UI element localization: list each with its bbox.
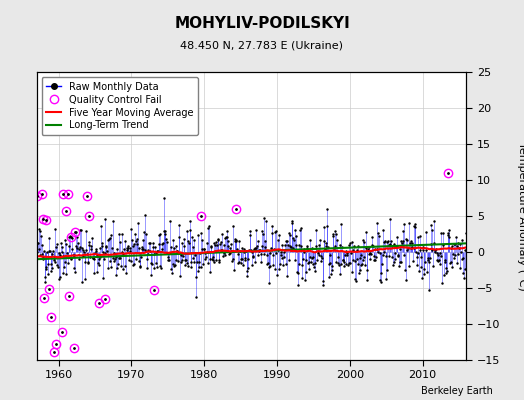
Legend: Raw Monthly Data, Quality Control Fail, Five Year Moving Average, Long-Term Tren: Raw Monthly Data, Quality Control Fail, … [41, 77, 198, 135]
Y-axis label: Temperature Anomaly (°C): Temperature Anomaly (°C) [517, 142, 524, 290]
Text: MOHYLIV-PODILSKYI: MOHYLIV-PODILSKYI [174, 16, 350, 31]
Text: Berkeley Earth: Berkeley Earth [421, 386, 493, 396]
Text: 48.450 N, 27.783 E (Ukraine): 48.450 N, 27.783 E (Ukraine) [180, 40, 344, 50]
